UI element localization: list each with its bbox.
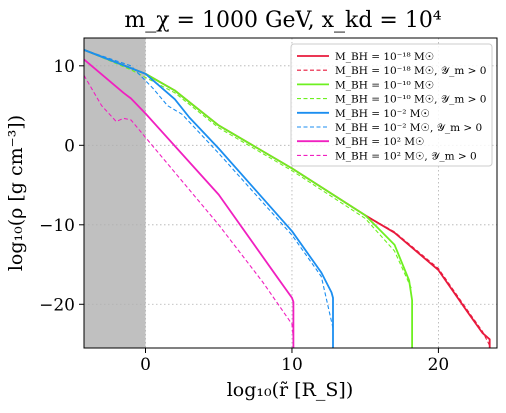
chart-title: m_χ = 1000 GeV, x_kd = 10⁴ xyxy=(124,8,441,33)
legend-label-4: M_BH = 10⁻² M☉ xyxy=(335,108,430,120)
legend-label-5: M_BH = 10⁻² M☉, 𝒴_m > 0 xyxy=(335,122,482,134)
legend: M_BH = 10⁻¹⁸ M☉ M_BH = 10⁻¹⁸ M☉, 𝒴_m > 0 M… xyxy=(290,43,493,167)
y-axis-label-text: log₁₀(ρ [g cm⁻³]) xyxy=(5,115,27,271)
plot-frame xyxy=(83,37,498,349)
series-line-7 xyxy=(84,75,294,341)
y-axis-label: log₁₀(ρ [g cm⁻³]) xyxy=(5,115,27,271)
legend-label-6: M_BH = 10² M☉ xyxy=(335,136,424,148)
plot-area: 0 10 20 10 0 −10 −20 xyxy=(39,37,498,375)
y-tick-label-1: 0 xyxy=(64,136,75,156)
x-tick-label-0: 0 xyxy=(140,355,151,375)
legend-frame xyxy=(290,43,493,167)
series-layer xyxy=(84,49,491,348)
legend-entries: M_BH = 10⁻¹⁸ M☉ M_BH = 10⁻¹⁸ M☉, 𝒴_m > 0 M… xyxy=(297,51,486,162)
y-tick-label-2: −10 xyxy=(39,216,75,236)
legend-label-3: M_BH = 10⁻¹⁰ M☉, 𝒴_m > 0 xyxy=(335,94,486,106)
y-tick-label-3: −20 xyxy=(39,295,75,315)
legend-label-1: M_BH = 10⁻¹⁸ M☉, 𝒴_m > 0 xyxy=(335,65,486,77)
x-tick-label-2: 20 xyxy=(428,355,450,375)
series-line-5 xyxy=(84,49,334,329)
x-tick-label-1: 10 xyxy=(281,355,303,375)
ticks: 0 10 20 10 0 −10 −20 xyxy=(39,57,449,375)
series-line-2 xyxy=(84,49,413,348)
series-line-4 xyxy=(84,49,334,348)
y-tick-label-0: 10 xyxy=(53,57,75,77)
shaded-region xyxy=(84,38,146,348)
legend-label-7: M_BH = 10² M☉, 𝒴_m > 0 xyxy=(335,150,477,162)
chart-title-text: m_χ = 1000 GeV, x_kd = 10⁴ xyxy=(124,8,441,33)
legend-label-2: M_BH = 10⁻¹⁰ M☉ xyxy=(335,79,434,91)
legend-label-0: M_BH = 10⁻¹⁸ M☉ xyxy=(335,51,434,63)
x-axis-label: log₁₀(r̃ [R_S]) xyxy=(227,379,354,401)
series-line-6 xyxy=(84,58,295,348)
x-axis-label-text: log₁₀(r̃ [R_S]) xyxy=(227,379,354,401)
